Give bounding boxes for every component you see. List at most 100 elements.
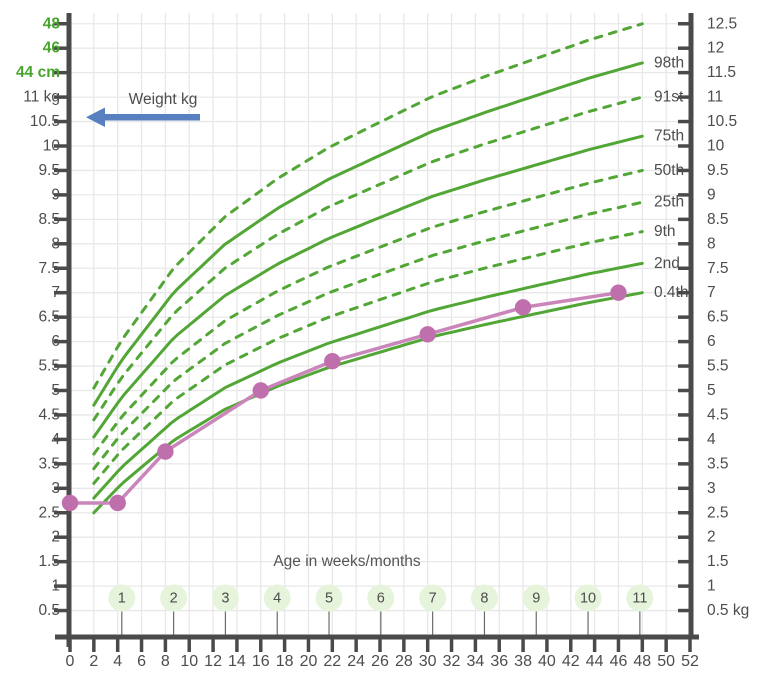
left-axis-tick-label: 1.5	[38, 553, 60, 570]
left-axis-tick-label: 1	[51, 578, 60, 595]
percentile-curves	[92, 22, 644, 515]
percentile-curve-75th	[92, 134, 644, 439]
right-axis-tick-label: 9.5	[707, 162, 729, 179]
grid	[71, 13, 689, 634]
patient-weight-point	[610, 284, 627, 301]
left-axis-tick-label: 4	[51, 431, 60, 448]
right-axis-tick-label: 11	[707, 89, 723, 106]
patient-weight-point	[109, 494, 126, 512]
month-badge	[263, 584, 291, 612]
month-badge	[470, 584, 498, 612]
right-axis-tick-label: 4.5	[707, 406, 729, 423]
weight-arrow-head	[86, 107, 105, 127]
right-axis-tick-label: 8.5	[707, 211, 729, 228]
left-axis-tick-label: 9	[51, 186, 60, 203]
month-badge	[367, 584, 395, 612]
right-axis-tick-label: 1.5	[707, 553, 729, 570]
right-axis-tick-label: 5	[707, 382, 716, 399]
right-axis-tick-label: 0.5 kg	[707, 602, 749, 619]
weight-axis-label: Weight kg	[129, 91, 198, 108]
left-axis-tick-label: 6	[51, 333, 60, 350]
month-badge-label: 1	[118, 591, 126, 607]
right-axis-tick-label: 8	[707, 235, 716, 252]
x-axis-tick-label: 24	[347, 653, 365, 670]
right-axis-tick-label: 6.5	[707, 309, 729, 326]
percentile-label-2nd: 2nd	[654, 255, 680, 272]
left-axis-tick-label: 8	[51, 235, 60, 252]
left-axis-tick-label: 2	[51, 529, 60, 546]
right-axis-tick-label: 7.5	[707, 260, 729, 277]
patient-weight-point	[419, 326, 436, 343]
patient-weight-series	[61, 284, 627, 512]
percentile-label-0.4th: 0.4th	[654, 284, 688, 301]
left-axis-tick-label: 7	[51, 284, 60, 301]
month-markers	[108, 584, 654, 635]
percentile-curve-98th	[92, 61, 644, 407]
month-badge	[522, 584, 550, 612]
percentile-curve-25th	[92, 200, 644, 471]
percentile-curve-9th	[92, 230, 644, 485]
percentile-label-91st: 91st	[654, 89, 684, 106]
left-axis-tick-label: 7.5	[38, 260, 60, 277]
percentile-curve-0.4th	[92, 291, 644, 515]
x-axis-tick-label: 28	[395, 653, 413, 670]
right-axis-tick-label: 5.5	[707, 358, 729, 375]
right-axis-tick-label: 3	[707, 480, 716, 497]
left-axis-tick-label: 3	[51, 480, 60, 497]
axes	[54, 13, 699, 652]
weight-arrow-shaft	[103, 114, 200, 121]
left-axis-tick-label: 10.5	[30, 113, 60, 130]
month-badge	[419, 584, 447, 612]
month-badge-label: 5	[325, 591, 333, 607]
month-badge	[574, 584, 602, 612]
right-axis-tick-label: 7	[707, 284, 716, 301]
x-axis-tick-label: 52	[681, 653, 699, 670]
right-axis-tick-label: 12.5	[707, 15, 737, 32]
right-axis-tick-label: 12	[707, 40, 724, 57]
right-axis-tick-label: 1	[707, 578, 716, 595]
age-axis-label: Age in weeks/months	[273, 553, 421, 570]
right-axis-tick-label: 3.5	[707, 455, 729, 472]
right-axis-tick-label: 6	[707, 333, 716, 350]
weight-arrow-icon	[86, 107, 200, 127]
percentile-label-98th: 98th	[654, 54, 684, 71]
percentile-label-75th: 75th	[654, 128, 684, 145]
right-axis-tick-label: 9	[707, 186, 716, 203]
left-axis-tick-label: 11 kg	[23, 89, 60, 106]
x-axis-tick-label: 6	[137, 653, 146, 670]
x-axis-tick-label: 36	[490, 653, 508, 670]
x-axis-tick-label: 26	[371, 653, 389, 670]
x-axis-tick-label: 18	[276, 653, 294, 670]
month-badge	[160, 584, 188, 612]
month-badge-label: 11	[632, 591, 647, 607]
month-badge-label: 10	[580, 591, 596, 607]
x-axis-tick-label: 42	[562, 653, 580, 670]
right-axis-tick-label: 2.5	[707, 504, 729, 521]
x-axis-tick-label: 8	[161, 653, 170, 670]
x-axis-tick-label: 32	[443, 653, 461, 670]
percentile-label-50th: 50th	[654, 162, 684, 179]
x-axis-tick-label: 48	[633, 653, 651, 670]
month-badge	[108, 584, 136, 612]
x-axis-tick-label: 46	[610, 653, 628, 670]
right-axis-tick-label: 10	[707, 138, 725, 155]
right-axis-tick-label: 4	[707, 431, 716, 448]
patient-weight-point	[324, 352, 341, 370]
x-axis-tick-label: 4	[113, 653, 122, 670]
left-axis-tick-label: 4.5	[38, 406, 60, 423]
x-axis-tick-label: 30	[419, 653, 437, 670]
patient-weight-point	[252, 382, 269, 399]
x-axis-tick-label: 16	[252, 653, 270, 670]
right-axis-tick-label: 11.5	[707, 64, 736, 81]
x-axis-tick-label: 34	[466, 653, 484, 670]
month-badge-label: 6	[377, 591, 385, 607]
left-axis-tick-label: 0.5	[38, 602, 60, 619]
month-badge	[211, 584, 239, 612]
x-axis-tick-label: 38	[514, 653, 532, 670]
x-axis-tick-label: 50	[657, 653, 675, 670]
month-badge-label: 2	[170, 591, 178, 607]
percentile-label-9th: 9th	[654, 223, 676, 240]
month-badge	[315, 584, 343, 612]
